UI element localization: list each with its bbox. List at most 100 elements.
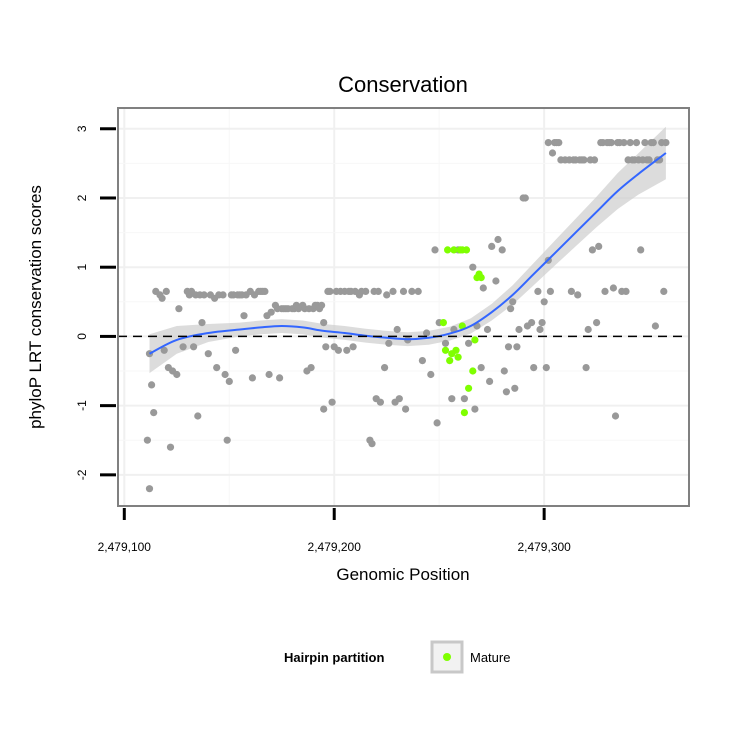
hairpin-point	[540, 298, 548, 306]
hairpin-point	[334, 346, 342, 354]
hairpin-point	[221, 370, 229, 379]
hairpin-point	[322, 343, 330, 351]
y-axis-ticks: -2 -1 0 1 2 3	[75, 125, 116, 480]
hairpin-point	[580, 156, 588, 164]
hairpin-point	[374, 287, 382, 295]
hairpin-point	[381, 364, 389, 372]
hairpin-point	[219, 291, 227, 299]
hairpin-point	[276, 374, 284, 382]
hairpin-point	[521, 194, 529, 202]
hairpin-point	[662, 139, 670, 147]
hairpin-point	[595, 242, 603, 250]
hairpin-point	[265, 370, 273, 379]
hairpin-point	[248, 374, 256, 382]
hairpin-point	[175, 305, 183, 313]
hairpin-point	[204, 350, 212, 358]
hairpin-point	[500, 367, 508, 375]
hairpin-point	[626, 139, 634, 147]
hairpin-point	[194, 412, 202, 420]
plot-panel	[118, 108, 689, 506]
hairpin-point	[479, 284, 487, 292]
mature-point	[471, 336, 479, 344]
mature-point	[458, 322, 466, 330]
hairpin-point	[651, 322, 660, 330]
hairpin-point	[433, 419, 441, 427]
hairpin-point	[509, 298, 517, 306]
hairpin-point	[158, 294, 166, 302]
hairpin-point	[213, 364, 221, 372]
hairpin-point	[143, 436, 151, 444]
hairpin-point	[584, 325, 592, 334]
hairpin-point	[368, 440, 376, 448]
hairpin-point	[162, 287, 170, 295]
hairpin-point	[148, 381, 156, 389]
hairpin-point	[414, 287, 422, 295]
hairpin-point	[427, 370, 435, 379]
hairpin-point	[179, 343, 187, 351]
hairpin-point	[166, 443, 175, 451]
hairpin-point	[160, 346, 168, 354]
hairpin-point	[611, 412, 620, 420]
legend-mature-label: Mature	[470, 650, 510, 665]
hairpin-point	[622, 287, 630, 295]
hairpin-point	[190, 343, 198, 351]
hairpin-point	[567, 287, 576, 295]
y-tick-label: 1	[75, 264, 89, 271]
x-tick-label: 2,479,300	[517, 540, 571, 554]
hairpin-point	[515, 325, 523, 334]
mature-point	[469, 367, 477, 375]
hairpin-point	[318, 301, 326, 309]
hairpin-point	[620, 139, 628, 147]
hairpin-point	[607, 139, 615, 147]
x-axis-ticks: 2,479,100 2,479,200 2,479,300	[98, 508, 571, 554]
hairpin-point	[326, 287, 334, 295]
legend-title: Hairpin partition	[284, 650, 384, 665]
hairpin-point	[590, 156, 599, 164]
hairpin-point	[588, 246, 597, 254]
hairpin-point	[393, 325, 401, 334]
x-tick-label: 2,479,100	[98, 540, 152, 554]
hairpin-point	[328, 398, 336, 406]
mature-point	[439, 319, 447, 327]
hairpin-point	[645, 156, 653, 164]
mature-point	[454, 353, 462, 361]
hairpin-point	[320, 405, 328, 413]
loess-smooth-line	[149, 152, 667, 355]
mature-point	[465, 384, 473, 392]
y-tick-label: -1	[75, 400, 89, 411]
hairpin-point	[649, 139, 657, 147]
hairpin-point	[504, 343, 513, 351]
mature-point	[450, 246, 458, 254]
legend-key-box	[430, 640, 464, 674]
y-tick-label: 2	[75, 194, 89, 201]
chart-title: Conservation	[338, 72, 468, 97]
hairpin-point	[267, 308, 275, 316]
points-layer	[143, 139, 670, 493]
hairpin-point	[441, 339, 450, 347]
mature-point	[441, 346, 450, 354]
mature-point	[452, 346, 460, 354]
hairpin-point	[145, 485, 154, 493]
legend: Hairpin partition Mature	[284, 640, 510, 674]
hairpin-point	[225, 377, 233, 385]
confidence-band	[149, 126, 666, 374]
y-tick-label: -2	[75, 469, 89, 480]
hairpin-point	[502, 388, 510, 396]
hairpin-point	[542, 364, 550, 372]
mature-point	[477, 274, 485, 282]
hairpin-point	[507, 305, 515, 313]
confidence-band-layer	[149, 126, 666, 374]
hairpin-point	[465, 339, 473, 347]
hairpin-point	[582, 364, 590, 372]
hairpin-point	[471, 405, 479, 413]
hairpin-point	[492, 277, 500, 285]
hairpin-point	[200, 291, 208, 299]
hairpin-point	[609, 284, 618, 292]
hairpin-point	[418, 357, 426, 365]
hairpin-point	[240, 312, 248, 320]
hairpin-point	[530, 364, 538, 372]
x-tick-label: 2,479,200	[308, 540, 362, 554]
hairpin-point	[383, 291, 391, 299]
hairpin-point	[637, 246, 645, 254]
